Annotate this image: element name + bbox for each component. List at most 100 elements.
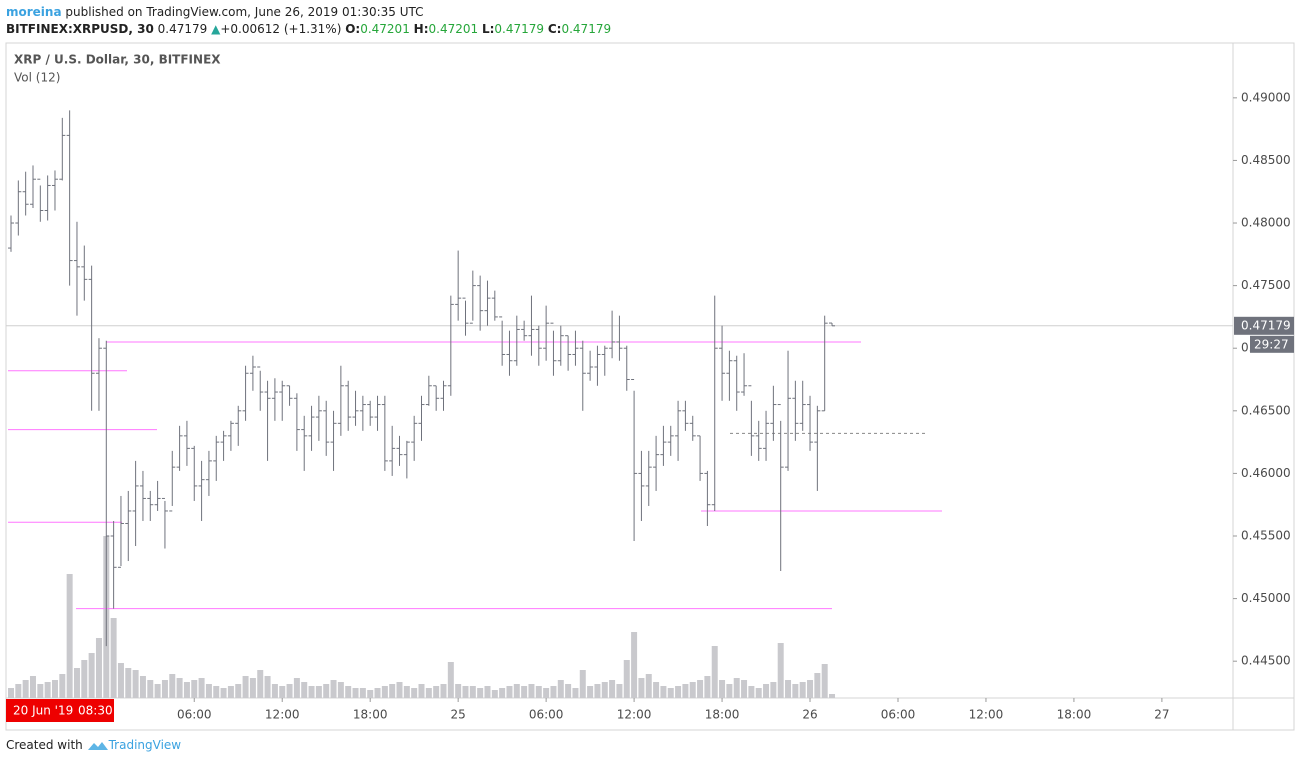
volume-bar <box>286 684 293 698</box>
y-tick-label: 0.45500 <box>1241 529 1291 543</box>
volume-bar <box>396 682 403 698</box>
volume-bar <box>638 678 645 698</box>
volume-bar <box>191 680 198 698</box>
volume-bar <box>447 662 454 698</box>
volume-bar <box>271 684 278 698</box>
x-tick-label: 18:00 <box>1057 708 1092 722</box>
user[interactable]: moreina <box>6 5 62 19</box>
volume-bar <box>198 678 205 698</box>
volume-bar <box>565 684 572 698</box>
published: published on TradingView.com, June 26, 2… <box>65 5 424 19</box>
volume-bar <box>330 680 337 698</box>
volume-bar <box>213 686 220 698</box>
volume-bar <box>235 684 242 698</box>
header: moreina published on TradingView.com, Ju… <box>6 4 611 38</box>
volume-bar <box>264 676 271 698</box>
last-price-label: 0.47179 <box>1241 318 1291 332</box>
arrow: ▲ <box>211 22 221 36</box>
volume-bar <box>689 682 696 698</box>
o: 0.47201 <box>360 22 410 36</box>
volume-bar <box>660 686 667 698</box>
volume-bar <box>616 684 623 698</box>
volume-bar <box>645 674 652 698</box>
brand[interactable]: TradingView <box>108 738 182 752</box>
volume-bar <box>88 653 95 698</box>
volume-bar <box>110 618 117 698</box>
volume-bar <box>293 678 300 698</box>
volume-bar <box>249 678 256 698</box>
created: Created with <box>6 738 83 752</box>
volume-bar <box>506 686 513 698</box>
c: 0.47179 <box>561 22 612 36</box>
countdown: 29:27 <box>1254 337 1289 351</box>
symbol: BITFINEX:XRPUSD, 30 <box>6 22 154 36</box>
x-tick-label: 12:00 <box>617 708 652 722</box>
volume-bar <box>389 684 396 698</box>
volume-bar <box>748 686 755 698</box>
volume-bar <box>755 688 762 698</box>
volume-bar <box>279 686 286 698</box>
x-tick-label: 06:00 <box>177 708 212 722</box>
volume-bar <box>433 686 440 698</box>
l: 0.47179 <box>494 22 545 36</box>
volume-bar <box>161 680 168 698</box>
volume-bar <box>37 684 44 698</box>
volume-bar <box>154 684 161 698</box>
c-label: C: <box>547 22 562 36</box>
volume-bar <box>469 686 476 698</box>
crosshair-date: 20 Jun '19 <box>13 704 73 718</box>
crosshair-box <box>6 699 114 722</box>
y-tick-label: 0.49000 <box>1241 90 1291 104</box>
price-box <box>1234 316 1294 335</box>
x-tick-label: 26 <box>802 708 817 722</box>
volume-bar <box>579 670 586 698</box>
x-tick-label: 18:00 <box>353 708 388 722</box>
x-tick-label: 25 <box>451 708 466 722</box>
l-label: L: <box>481 22 495 36</box>
volume-bar <box>733 678 740 698</box>
publish-line: moreina published on TradingView.com, Ju… <box>6 4 611 21</box>
volume-bar <box>125 668 132 698</box>
volume-bar <box>550 686 557 698</box>
crosshair-time: 08:30 <box>78 704 113 718</box>
volume-bar <box>359 688 366 698</box>
y-tick-label: 0.44500 <box>1241 654 1291 668</box>
volume-bar <box>169 674 176 698</box>
volume-bar <box>807 680 814 698</box>
volume-bar <box>609 680 616 698</box>
volume-bar <box>183 682 190 698</box>
x-tick-label: 06:00 <box>881 708 916 722</box>
x-tick-label: 27 <box>1154 708 1169 722</box>
volume-bar <box>345 686 352 698</box>
volume-bar <box>770 682 777 698</box>
x-tick-label: 18:00 <box>705 708 740 722</box>
volume-bar <box>301 682 308 698</box>
x-tick-label: 06:00 <box>529 708 564 722</box>
volume-bar <box>22 680 29 698</box>
volume-bar <box>462 686 469 698</box>
volume-bar <box>7 688 14 698</box>
volume-bar <box>792 684 799 698</box>
volume-bar <box>543 688 550 698</box>
volume-bar <box>117 663 124 698</box>
volume-bar <box>675 686 682 698</box>
volume-bar <box>81 660 88 698</box>
volume-bar <box>66 574 73 698</box>
volume-bar <box>719 680 726 698</box>
volume-bar <box>147 680 154 698</box>
volume-bar <box>381 686 388 698</box>
volume-bar <box>139 676 146 698</box>
logo <box>87 741 108 750</box>
o-label: O: <box>345 22 361 36</box>
volume-bar <box>440 684 447 698</box>
volume-bar <box>242 676 249 698</box>
volume-bar <box>15 684 22 698</box>
volume-bar <box>697 680 704 698</box>
volume-bar <box>726 684 733 698</box>
h: 0.47201 <box>428 22 479 36</box>
volume-bar <box>601 682 608 698</box>
legend: XRP / U.S. Dollar, 30, BITFINEX <box>14 53 221 67</box>
volume-bar <box>132 670 139 698</box>
volume-bar <box>323 684 330 698</box>
